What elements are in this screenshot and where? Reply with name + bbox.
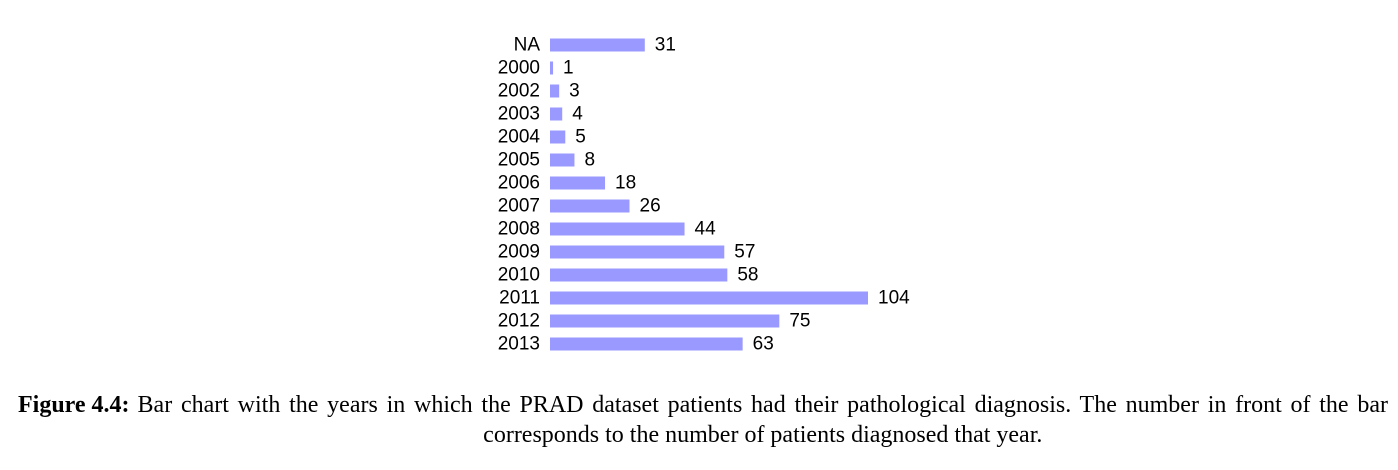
category-label: 2004	[498, 127, 541, 148]
bar	[550, 84, 560, 98]
category-label: 2005	[498, 150, 540, 171]
category-label: 2009	[498, 242, 540, 263]
bar	[550, 153, 575, 167]
bar	[550, 291, 868, 305]
bar	[550, 61, 554, 75]
figure-caption: Figure 4.4: Bar chart with the years in …	[18, 390, 1388, 450]
bar	[550, 199, 630, 213]
bar	[550, 245, 725, 259]
caption-label: Figure 4.4:	[18, 392, 130, 418]
bar	[550, 38, 645, 52]
category-label: 2013	[498, 334, 540, 355]
category-label: 2002	[498, 81, 540, 102]
category-label: 2000	[498, 58, 540, 79]
data-label: 1	[563, 58, 574, 79]
caption-text: Bar chart with the years in which the PR…	[137, 392, 1388, 448]
category-label: 2010	[498, 265, 540, 286]
data-label: 26	[640, 196, 661, 217]
category-label: 2003	[498, 104, 540, 125]
bar	[550, 222, 685, 236]
bar	[550, 268, 728, 282]
data-label: 44	[695, 219, 717, 240]
bar	[550, 314, 780, 328]
bar	[550, 130, 566, 144]
data-label: 75	[789, 311, 810, 332]
data-label: 31	[655, 35, 676, 56]
bar	[550, 107, 563, 121]
bar	[550, 176, 606, 190]
category-label: 2012	[498, 311, 540, 332]
category-label: 2008	[498, 219, 540, 240]
data-label: 8	[584, 150, 595, 171]
category-label: 2006	[498, 173, 540, 194]
data-label: 4	[572, 104, 583, 125]
category-label: 2011	[499, 288, 540, 309]
data-label: 104	[878, 288, 910, 309]
data-label: 3	[569, 81, 580, 102]
data-label: 63	[753, 334, 774, 355]
data-label: 58	[737, 265, 758, 286]
category-label: NA	[514, 35, 541, 56]
data-label: 18	[615, 173, 636, 194]
data-label: 5	[575, 127, 586, 148]
bar	[550, 337, 743, 351]
category-label: 2007	[498, 196, 540, 217]
data-label: 57	[734, 242, 755, 263]
